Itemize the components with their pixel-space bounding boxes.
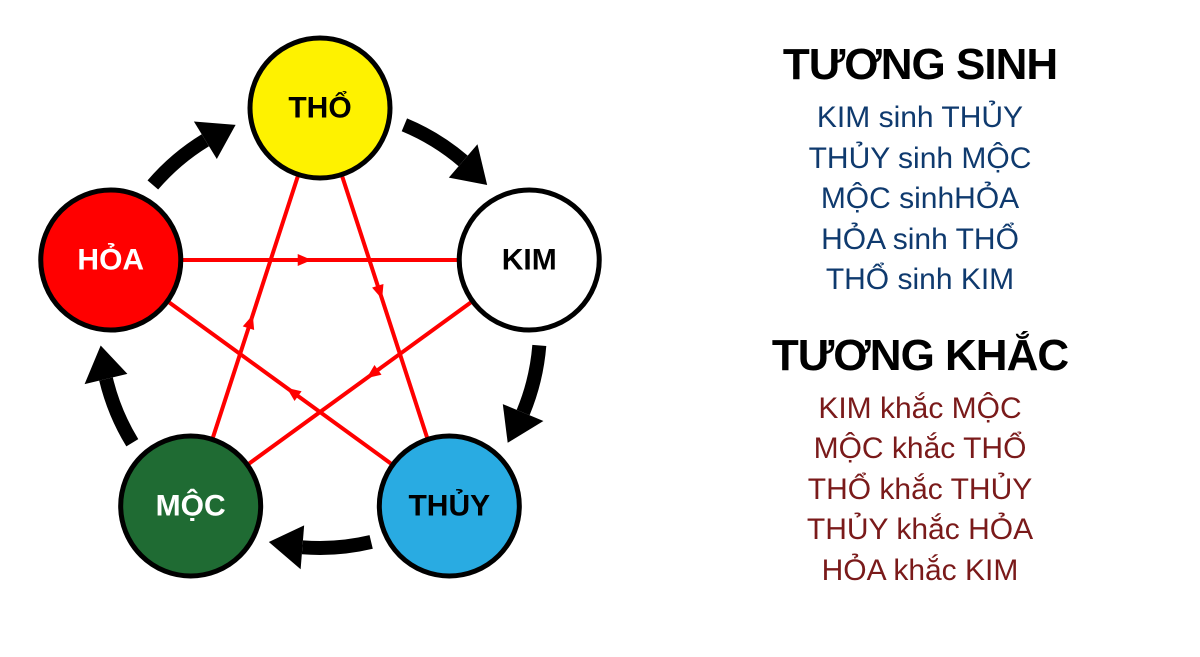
element-node-label: HỎA: [77, 243, 144, 277]
page-root: THỔ KIM THỦY MỘC HỎA TƯƠNG SINH KIM sinh THỦ…: [0, 0, 1200, 657]
section-title-sinh: TƯƠNG SINH: [660, 40, 1180, 90]
star-edge-arrowhead: [243, 315, 254, 330]
element-node-label: MỘC: [156, 488, 226, 522]
star-edge-arrowhead: [298, 254, 312, 266]
rel-line: MỘC sinhHỎA: [660, 179, 1180, 220]
outer-arc: [302, 542, 371, 548]
outer-arc-arrowhead: [269, 525, 304, 569]
relations-text-panel: TƯƠNG SINH KIM sinh THỦY THỦY sinh MỘC M…: [640, 0, 1200, 657]
element-node-label: THỔ: [288, 91, 351, 125]
rel-line: THỦY sinh MỘC: [660, 139, 1180, 180]
outer-arc: [106, 379, 132, 443]
element-node-label: KIM: [502, 244, 557, 277]
sinh-lines: KIM sinh THỦY THỦY sinh MỘC MỘC sinhHỎA …: [660, 98, 1180, 301]
rel-line: HỎA sinh THỔ: [660, 220, 1180, 261]
element-node-label: THỦY: [408, 488, 490, 522]
outer-arc: [404, 125, 463, 161]
section-title-khac: TƯƠNG KHẮC: [660, 331, 1180, 381]
five-elements-diagram: THỔ KIM THỦY MỘC HỎA: [0, 0, 640, 657]
khac-lines: KIM khắc MỘC MỘC khắc THỔ THỔ khắc THỦY …: [660, 389, 1180, 592]
outer-arc: [153, 140, 206, 185]
outer-arc-arrowhead: [85, 345, 128, 384]
star-edge: [212, 175, 298, 440]
outer-arc: [523, 345, 539, 412]
rel-line: THỔ khắc THỦY: [660, 470, 1180, 511]
rel-line: HỎA khắc KIM: [660, 551, 1180, 592]
rel-line: THỦY khắc HỎA: [660, 510, 1180, 551]
rel-line: KIM sinh THỦY: [660, 98, 1180, 139]
rel-line: KIM khắc MỘC: [660, 389, 1180, 430]
star-edge: [342, 175, 428, 440]
rel-line: THỔ sinh KIM: [660, 260, 1180, 301]
star-edge-arrowhead: [372, 284, 383, 299]
rel-line: MỘC khắc THỔ: [660, 429, 1180, 470]
